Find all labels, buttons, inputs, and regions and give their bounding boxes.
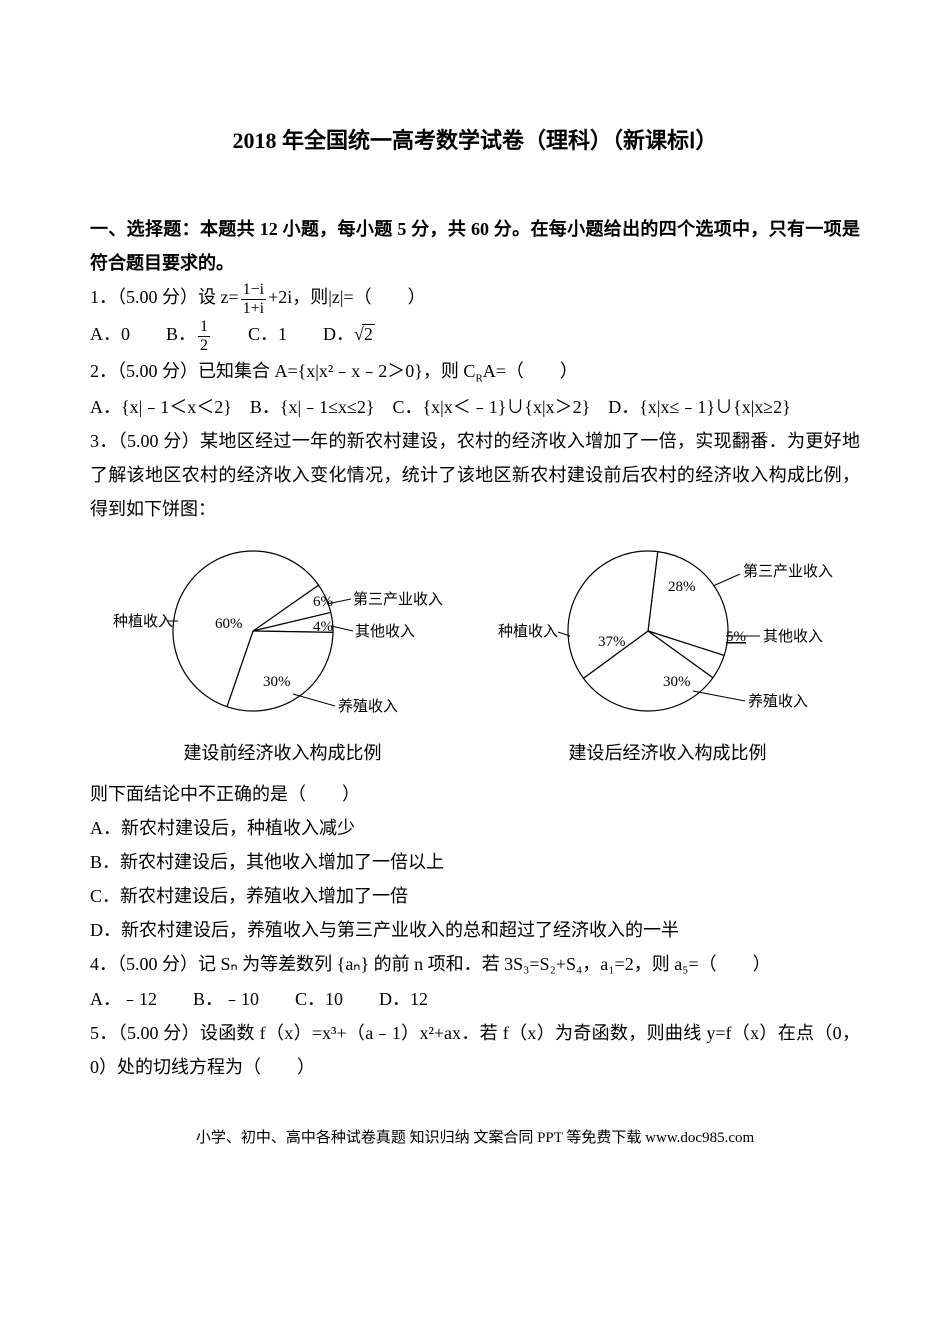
svg-text:其他收入: 其他收入 <box>763 628 823 645</box>
q3-opt-b: B．新农村建设后，其他收入增加了一倍以上 <box>90 845 860 879</box>
q1-sqrt-val: 2 <box>362 324 375 343</box>
svg-text:养殖收入: 养殖收入 <box>748 693 808 710</box>
question-4: 4．（5.00 分）记 Sₙ 为等差数列 {aₙ} 的前 n 项和．若 3S₃=… <box>90 947 860 981</box>
svg-text:5%: 5% <box>726 629 746 645</box>
svg-text:30%: 30% <box>263 674 291 690</box>
pie-left-caption: 建设前经济收入构成比例 <box>103 736 463 770</box>
section-heading: 一、选择题：本题共 12 小题，每小题 5 分，共 60 分。在每小题给出的四个… <box>90 212 860 280</box>
pie-captions: 建设前经济收入构成比例 建设后经济收入构成比例 <box>90 736 860 770</box>
pie-left: 4% 6% 30% 60% 种植收入 第三产业收入其他收入养殖收入 <box>103 536 463 736</box>
q1-half-den: 2 <box>198 337 210 355</box>
pie-left-svg: 4% 6% 30% 60% 种植收入 第三产业收入其他收入养殖收入 <box>103 536 463 736</box>
q2-sub: R <box>475 373 482 385</box>
q1-stem-b: +2i，则|z|=（ ） <box>268 287 426 307</box>
q3-opt-d: D．新农村建设后，养殖收入与第三产业收入的总和超过了经济收入的一半 <box>90 913 860 947</box>
question-2: 2．（5.00 分）已知集合 A={x|x²﹣x﹣2＞0}，则 CRA=（ ） <box>90 354 860 389</box>
svg-text:37%: 37% <box>598 634 626 650</box>
q2-options: A．{x|﹣1＜x＜2} B．{x|﹣1≤x≤2} C．{x|x＜﹣1}∪{x|… <box>90 390 860 424</box>
svg-text:养殖收入: 养殖收入 <box>338 698 398 715</box>
pie-right-svg: 5% 28% 30% 37% 种植收入 第三产业收入其他收入养殖收入 <box>488 536 848 736</box>
q1-options: A．0 B．12 C．1 D．√2 <box>90 317 860 354</box>
svg-text:4%: 4% <box>313 619 333 635</box>
q3-opt-a: A．新农村建设后，种植收入减少 <box>90 811 860 845</box>
q1-fraction: 1−i1+i <box>241 281 266 317</box>
svg-text:60%: 60% <box>215 616 243 632</box>
svg-text:其他收入: 其他收入 <box>355 623 415 640</box>
q2-stem: 2．（5.00 分）已知集合 A={x|x²﹣x﹣2＞0}，则 C <box>90 361 475 381</box>
pie-charts-row: 4%6%30%60%种植收入第三产业收入其他收入养殖收入 5%28%30%37%… <box>90 536 860 736</box>
q3-tail: 则下面结论中不正确的是（ ） <box>90 777 860 811</box>
question-1: 1．（5.00 分）设 z=1−i1+i+2i，则|z|=（ ） <box>90 280 860 317</box>
svg-text:28%: 28% <box>668 579 696 595</box>
page-title: 2018 年全国统一高考数学试卷（理科）（新课标Ⅰ） <box>90 120 860 162</box>
q3-opt-c: C．新农村建设后，养殖收入增加了一倍 <box>90 879 860 913</box>
q1-frac-den: 1+i <box>241 300 266 318</box>
q1-half-num: 1 <box>198 318 210 337</box>
svg-text:第三产业收入: 第三产业收入 <box>353 590 443 608</box>
svg-text:30%: 30% <box>663 674 691 690</box>
q1-opts-a: A．0 B． <box>90 324 196 344</box>
q2-stem2: A=（ ） <box>483 361 578 381</box>
q1-half: 12 <box>198 318 210 354</box>
q1-frac-num: 1−i <box>241 281 266 300</box>
question-3: 3．（5.00 分）某地区经过一年的新农村建设，农村的经济收入增加了一倍，实现翻… <box>90 424 860 527</box>
q1-stem-a: 1．（5.00 分）设 z= <box>90 287 239 307</box>
svg-text:第三产业收入: 第三产业收入 <box>743 562 833 580</box>
svg-text:种植收入: 种植收入 <box>113 613 173 630</box>
page-footer: 小学、初中、高中各种试卷真题 知识归纳 文案合同 PPT 等免费下载 www.d… <box>90 1124 860 1153</box>
svg-text:6%: 6% <box>313 594 333 610</box>
pie-right-caption: 建设后经济收入构成比例 <box>488 736 848 770</box>
q1-opts-b: C．1 D． <box>212 324 354 344</box>
svg-text:种植收入: 种植收入 <box>498 623 558 640</box>
q4-options: A．﹣12 B．﹣10 C．10 D．12 <box>90 982 860 1016</box>
question-5: 5．（5.00 分）设函数 f（x）=x³+（a﹣1）x²+ax．若 f（x）为… <box>90 1016 860 1084</box>
pie-right: 5% 28% 30% 37% 种植收入 第三产业收入其他收入养殖收入 <box>488 536 848 736</box>
